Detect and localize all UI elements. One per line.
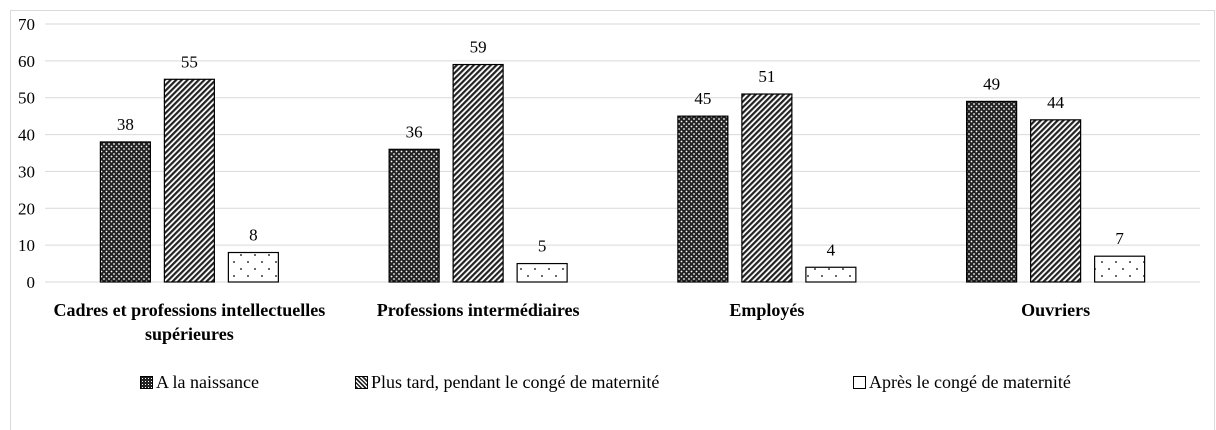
- data-label: 55: [181, 52, 198, 71]
- bar: [388, 148, 440, 283]
- bar: [99, 141, 151, 283]
- bar: [741, 93, 793, 283]
- data-label: 51: [758, 67, 775, 86]
- data-label: 49: [983, 74, 1000, 93]
- data-label: 44: [1047, 93, 1065, 112]
- bar: [805, 266, 857, 283]
- x-tick-label: Employés: [729, 300, 805, 320]
- legend-item: Plus tard, pendant le congé de maternité: [355, 372, 659, 393]
- bar: [227, 251, 279, 283]
- y-tick-label: 70: [18, 15, 35, 34]
- y-tick-label: 40: [18, 126, 35, 145]
- x-tick-label: Cadres et professions intellectuelles su…: [53, 300, 326, 344]
- bar: [452, 63, 504, 283]
- legend-label: Plus tard, pendant le congé de maternité: [371, 372, 660, 392]
- y-tick-label: 30: [18, 162, 35, 181]
- y-tick-label: 20: [18, 199, 35, 218]
- data-label: 8: [249, 226, 258, 245]
- bar: [516, 262, 568, 283]
- data-label: 59: [470, 38, 487, 57]
- data-label: 45: [694, 89, 711, 108]
- legend-item: Après le congé de maternité: [853, 372, 1071, 393]
- y-tick-label: 0: [27, 273, 36, 292]
- y-tick-label: 10: [18, 236, 35, 255]
- data-label: 7: [1115, 229, 1124, 248]
- legend-label: Après le congé de maternité: [869, 372, 1071, 392]
- bar: [1030, 119, 1082, 283]
- data-label: 38: [117, 115, 134, 134]
- legend-swatch: [140, 376, 153, 389]
- y-tick-label: 50: [18, 89, 35, 108]
- bar: [163, 78, 215, 283]
- legend-swatch: [853, 376, 866, 389]
- data-label: 5: [538, 237, 547, 256]
- chart-border: [10, 10, 1215, 430]
- legend-item: A la naissance: [140, 372, 259, 393]
- x-tick-label: Professions intermédiaires: [376, 300, 580, 320]
- x-tick-label: Ouvriers: [1021, 300, 1091, 320]
- data-label: 4: [827, 240, 836, 259]
- y-tick-label: 60: [18, 52, 35, 71]
- bar: [1094, 255, 1146, 283]
- data-label: 36: [406, 122, 423, 141]
- bar: [966, 100, 1018, 283]
- legend-swatch: [355, 376, 368, 389]
- legend-label: A la naissance: [156, 372, 259, 392]
- bar: [677, 115, 729, 283]
